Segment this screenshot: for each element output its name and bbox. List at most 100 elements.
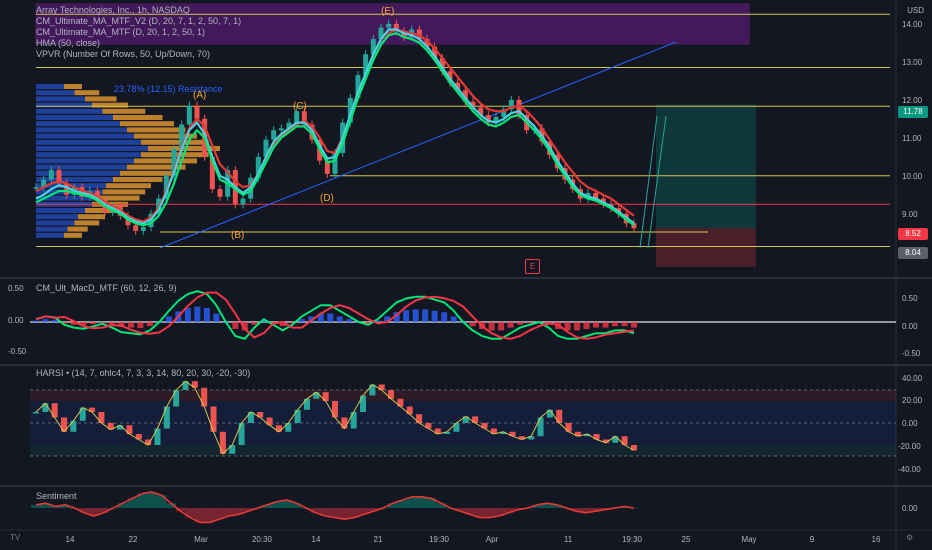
candle [194,105,200,119]
settings-icon[interactable]: ⚙ [906,533,914,542]
harsi-candle [219,431,226,454]
harsi-legend[interactable]: HARSI • (14, 7, ohlc4, 7, 3, 3, 14, 80, … [36,368,251,378]
harsi-candle [631,445,637,451]
volume-profile-bar [141,139,209,145]
harsi-candle [584,434,591,437]
x-tick: 19:30 [621,535,643,544]
harsi-candle [294,409,301,423]
harsi-candle [70,420,77,432]
volume-profile-bar [102,108,146,114]
macd-histogram-bar [441,312,448,322]
macd-tick-left: -0.50 [8,347,27,356]
macd-histogram-bar [42,319,49,322]
volume-profile-bar [36,121,120,127]
candle [370,39,376,55]
harsi-candle [79,407,86,421]
harsi-candle [173,390,180,407]
macd-histogram-bar [403,310,410,322]
harsi-candle [453,423,460,432]
sentiment-pane[interactable] [31,491,639,524]
macd-legend[interactable]: CM_Ult_MacD_MTF (60, 12, 26, 9) [36,283,177,293]
candle [462,90,468,102]
sentiment-area [436,503,446,508]
macd-signal-line [35,291,635,340]
x-tick: 16 [871,535,881,544]
sentiment-area [243,508,254,512]
symbol-title[interactable]: Array Technologies, Inc., 1h, NASDAQ [36,5,190,15]
sentiment-area [31,504,41,508]
macd-histogram-bar [194,306,201,322]
harsi-candle [528,436,535,440]
macd-pane[interactable] [30,290,896,340]
macd-histogram-bar [99,322,106,323]
candle [593,192,599,199]
price-pane[interactable] [33,3,891,267]
macd-histogram-bar [251,322,258,325]
sentiment-area [320,508,331,516]
sentiment-area [262,504,273,508]
harsi-tick: -40.00 [898,465,921,474]
harsi-candle [444,431,451,434]
wave-label-b: (B) [231,230,245,241]
sentiment-tick: 0.00 [902,504,918,513]
sentiment-legend[interactable]: Sentiment [36,491,77,501]
harsi-candle [378,384,385,390]
sentiment-area [88,508,99,516]
candle [301,111,307,125]
candle [478,107,484,115]
x-tick: Mar [194,535,208,544]
sentiment-area [214,508,225,520]
harsi-candle [593,434,600,440]
macd-histogram-bar [621,322,628,327]
sentiment-area [137,493,147,508]
candle [347,97,353,123]
trend-line [159,41,677,249]
tv-logo[interactable]: TV [10,533,21,542]
harsi-candle [89,407,96,412]
macd-histogram-bar [184,308,191,322]
event-marker[interactable]: E [525,259,540,274]
x-tick: 22 [128,535,138,544]
candle [271,130,277,140]
harsi-candle [229,445,236,454]
harsi-tick: 40.00 [902,374,923,383]
volume-profile-bar [67,226,88,232]
sentiment-area [416,496,427,508]
harsi-candle [154,428,161,445]
indicator-legend-2[interactable]: CM_Ultimate_MA_MTF (D, 20, 1, 2, 50, 1) [36,27,206,37]
candle [48,170,54,180]
sentiment-area [580,508,591,513]
candle [186,105,192,125]
wave-label-d: (D) [320,193,334,204]
volume-profile-bar [36,84,64,89]
harsi-candle [145,439,152,445]
harsi-pane[interactable] [30,380,896,457]
volume-profile-bar [36,208,85,213]
macd-histogram-bar [70,322,77,325]
indicator-legend-3[interactable]: HMA (50, close) [36,38,101,48]
candle [355,75,361,98]
price-tick: 14.00 [902,20,923,29]
harsi-candle [369,384,376,396]
volume-profile-bar [113,115,163,120]
candle [324,160,330,174]
macd-histogram-bar [127,322,134,328]
indicator-legend-1[interactable]: CM_Ultimate_MA_MTF_V2 (D, 20, 7, 1, 2, 5… [36,16,242,26]
sentiment-area [204,508,215,523]
macd-histogram-bar [317,313,324,322]
harsi-candle [397,398,404,407]
macd-histogram-bar [118,322,125,328]
resistance-label: 23.78% (12.15) Resistance [114,84,223,94]
indicator-legend-4[interactable]: VPVR (Number Of Rows, 50, Up/Down, 70) [36,49,211,59]
macd-histogram-bar [488,322,495,331]
sentiment-area [397,500,408,508]
harsi-ob-zone [30,390,896,401]
ma-line-2 [35,32,635,227]
currency-label: USD [907,6,924,15]
volume-profile-bar [92,102,128,108]
volume-profile-bar [36,96,85,102]
candle [209,156,215,190]
volume-profile-bar [120,170,174,176]
candle [424,39,430,47]
